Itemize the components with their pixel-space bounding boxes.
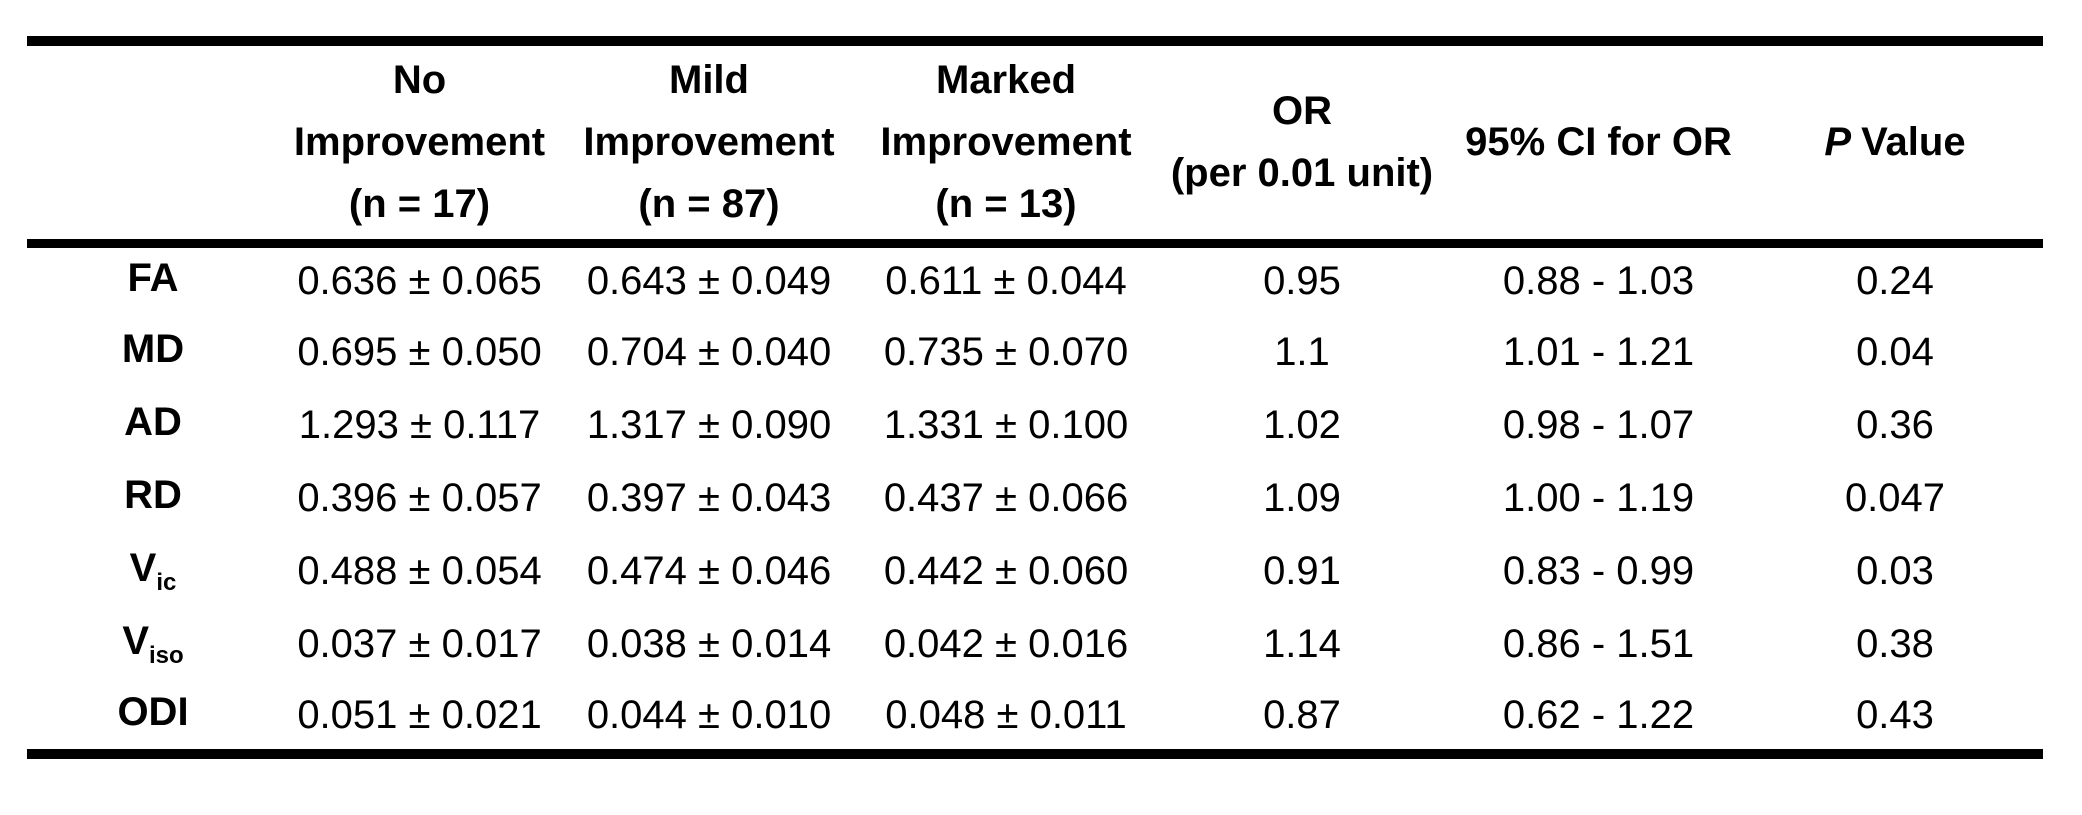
- col-header-odds-ratio: OR (per 0.01 unit): [1154, 41, 1450, 248]
- cell-p-value: 0.047: [1844, 476, 1946, 520]
- metric-name: AD: [124, 400, 182, 444]
- cell-marked-improvement: 1.331 ± 0.100: [883, 403, 1129, 447]
- table-row-md: MD 0.695 ± 0.050 0.704 ± 0.040 0.735 ± 0…: [27, 316, 2043, 389]
- row-label-viso: Viso: [27, 608, 279, 681]
- cell-marked-improvement: 0.611 ± 0.044: [885, 259, 1127, 304]
- header-line: Improvement: [880, 120, 1132, 165]
- cell-no-improvement: 0.051 ± 0.021: [297, 692, 542, 737]
- cell-marked-improvement: 0.735 ± 0.070: [883, 330, 1129, 374]
- col-header-marked-improvement: Marked Improvement (n = 13): [858, 41, 1154, 248]
- cell-no-improvement: 0.037 ± 0.017: [297, 622, 542, 666]
- metric-subscript: ic: [156, 569, 177, 596]
- cell-p-value: 0.36: [1856, 403, 1934, 447]
- metric-name: V: [129, 546, 157, 590]
- cell-odds-ratio: 0.95: [1263, 259, 1341, 304]
- col-header-mild-improvement: Mild Improvement (n = 87): [560, 41, 858, 248]
- row-label-fa: FA: [27, 243, 279, 316]
- header-line: 95% CI for OR: [1465, 120, 1732, 165]
- cell-odds-ratio: 0.91: [1263, 549, 1341, 593]
- metric-name: MD: [121, 327, 185, 371]
- cell-mild-improvement: 0.643 ± 0.049: [586, 259, 832, 304]
- row-label-odi: ODI: [27, 681, 279, 754]
- cell-confidence-interval: 1.00 - 1.19: [1502, 476, 1695, 520]
- header-line: (n = 17): [348, 182, 491, 227]
- metric-name: RD: [124, 473, 182, 517]
- table-row-odi: ODI 0.051 ± 0.021 0.044 ± 0.010 0.048 ± …: [27, 681, 2043, 754]
- cell-confidence-interval: 0.98 - 1.07: [1502, 403, 1695, 447]
- cell-mild-improvement: 0.397 ± 0.043: [586, 476, 832, 520]
- row-label-md: MD: [27, 316, 279, 389]
- table-header-row: No Improvement (n = 17) Mild Improvement…: [27, 41, 2043, 248]
- col-header-p-value: P Value: [1747, 41, 2043, 248]
- header-line: Improvement: [293, 120, 546, 165]
- statistics-table: No Improvement (n = 17) Mild Improvement…: [27, 36, 2043, 759]
- cell-confidence-interval: 0.83 - 0.99: [1502, 549, 1695, 593]
- cell-odds-ratio: 1.14: [1263, 622, 1341, 666]
- table-row-rd: RD 0.396 ± 0.057 0.397 ± 0.043 0.437 ± 0…: [27, 462, 2043, 535]
- cell-odds-ratio: 1.1: [1274, 330, 1330, 374]
- table-row-viso: Viso 0.037 ± 0.017 0.038 ± 0.014 0.042 ±…: [27, 608, 2043, 681]
- row-label-vic: Vic: [27, 535, 279, 608]
- cell-confidence-interval: 0.88 - 1.03: [1502, 259, 1695, 304]
- table-row-fa: FA 0.636 ± 0.065 0.643 ± 0.049 0.611 ± 0…: [27, 243, 2043, 316]
- header-line: OR: [1272, 89, 1332, 134]
- cell-confidence-interval: 0.62 - 1.22: [1502, 692, 1695, 737]
- cell-mild-improvement: 0.474 ± 0.046: [586, 549, 832, 593]
- cell-odds-ratio: 0.87: [1263, 692, 1341, 737]
- cell-odds-ratio: 1.02: [1263, 403, 1341, 447]
- cell-p-value: 0.03: [1856, 549, 1934, 593]
- metric-name: V: [122, 619, 149, 663]
- metric-name: FA: [127, 256, 179, 301]
- cell-mild-improvement: 0.044 ± 0.010: [586, 692, 832, 737]
- cell-no-improvement: 1.293 ± 0.117: [298, 403, 541, 447]
- p-value-label: Value: [1861, 120, 1966, 165]
- cell-marked-improvement: 0.042 ± 0.016: [883, 622, 1129, 666]
- header-line: (n = 13): [935, 182, 1077, 227]
- cell-confidence-interval: 0.86 - 1.51: [1502, 622, 1695, 666]
- col-header-confidence-interval: 95% CI for OR: [1450, 41, 1747, 248]
- header-line: Mild: [669, 58, 749, 103]
- metric-subscript: iso: [149, 642, 184, 669]
- row-label-rd: RD: [27, 462, 279, 535]
- cell-mild-improvement: 0.038 ± 0.014: [586, 622, 832, 666]
- cell-no-improvement: 0.396 ± 0.057: [297, 476, 542, 520]
- header-line: (n = 87): [638, 182, 780, 227]
- cell-no-improvement: 0.695 ± 0.050: [297, 330, 542, 374]
- header-line: Improvement: [583, 120, 835, 165]
- col-header-no-improvement: No Improvement (n = 17): [279, 41, 560, 248]
- cell-p-value: 0.38: [1856, 622, 1934, 666]
- cell-confidence-interval: 1.01 - 1.21: [1502, 330, 1695, 374]
- cell-marked-improvement: 0.437 ± 0.066: [883, 476, 1129, 520]
- table-row-ad: AD 1.293 ± 0.117 1.317 ± 0.090 1.331 ± 0…: [27, 389, 2043, 462]
- cell-p-value: 0.24: [1856, 259, 1934, 304]
- cell-no-improvement: 0.636 ± 0.065: [297, 259, 542, 304]
- p-italic-label: P: [1824, 120, 1852, 165]
- metric-column-header: [27, 41, 279, 248]
- cell-no-improvement: 0.488 ± 0.054: [297, 549, 542, 593]
- cell-mild-improvement: 1.317 ± 0.090: [586, 403, 832, 447]
- cell-marked-improvement: 0.048 ± 0.011: [885, 692, 1127, 737]
- header-line: Marked: [935, 58, 1077, 103]
- header-line: (per 0.01 unit): [1170, 151, 1434, 196]
- cell-marked-improvement: 0.442 ± 0.060: [883, 549, 1129, 593]
- cell-odds-ratio: 1.09: [1263, 476, 1341, 520]
- header-line: P Value: [1747, 111, 2043, 173]
- row-label-ad: AD: [27, 389, 279, 462]
- cell-p-value: 0.43: [1856, 692, 1934, 737]
- cell-mild-improvement: 0.704 ± 0.040: [586, 330, 832, 374]
- metric-name: ODI: [117, 689, 189, 734]
- header-line: No: [392, 58, 447, 103]
- cell-p-value: 0.04: [1856, 330, 1934, 374]
- table-row-vic: Vic 0.488 ± 0.054 0.474 ± 0.046 0.442 ± …: [27, 535, 2043, 608]
